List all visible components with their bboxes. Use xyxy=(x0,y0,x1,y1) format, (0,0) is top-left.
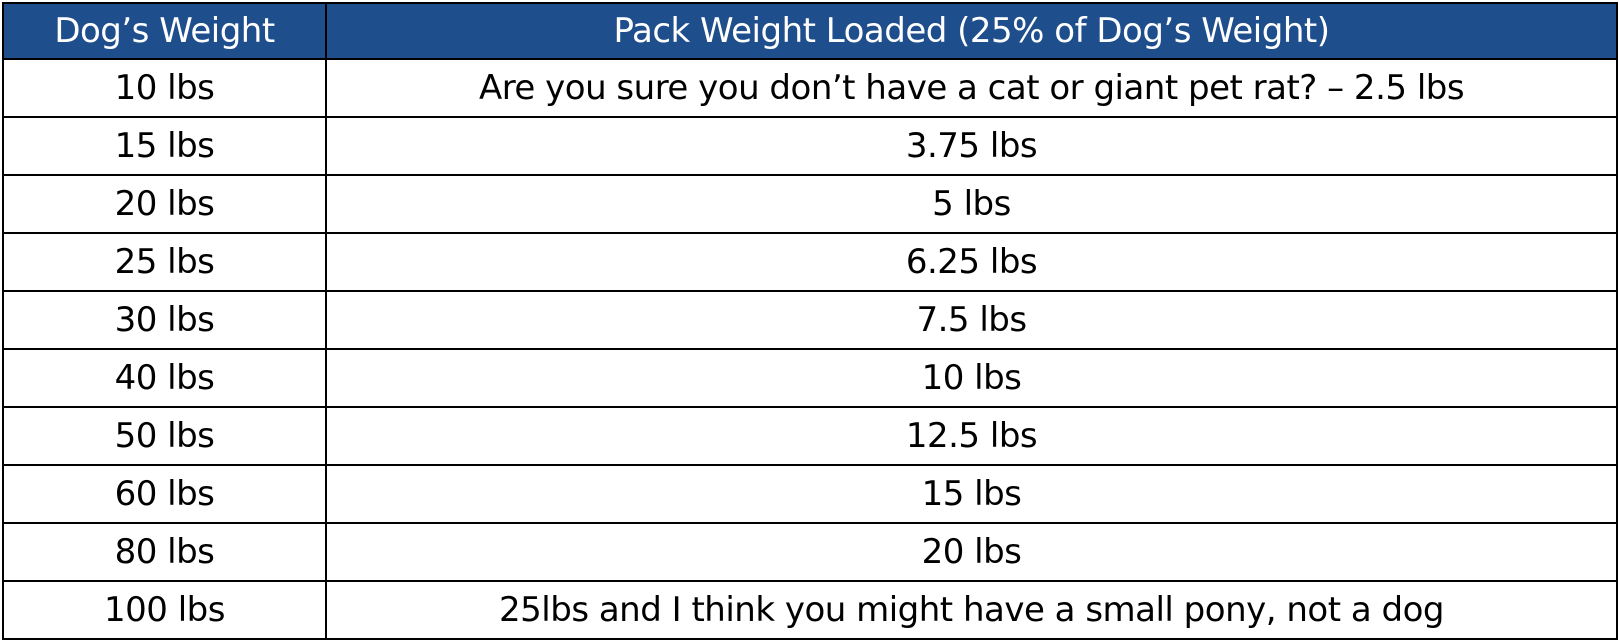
pack-weight-cell: 3.75 lbs xyxy=(325,116,1618,176)
table-header: Dog’s Weight Pack Weight Loaded (25% of … xyxy=(2,2,1618,60)
table-row: 25 lbs 6.25 lbs xyxy=(2,232,1618,292)
header-dog-weight: Dog’s Weight xyxy=(2,2,327,60)
dog-weight-cell: 80 lbs xyxy=(2,522,327,582)
pack-weight-cell: 12.5 lbs xyxy=(325,406,1618,466)
dog-weight-cell: 10 lbs xyxy=(2,58,327,118)
header-pack-weight: Pack Weight Loaded (25% of Dog’s Weight) xyxy=(325,2,1618,60)
table-row: 60 lbs 15 lbs xyxy=(2,464,1618,524)
dog-weight-cell: 40 lbs xyxy=(2,348,327,408)
table-row: 20 lbs 5 lbs xyxy=(2,174,1618,234)
table-row: 80 lbs 20 lbs xyxy=(2,522,1618,582)
pack-weight-cell: 10 lbs xyxy=(325,348,1618,408)
table-row: 40 lbs 10 lbs xyxy=(2,348,1618,408)
table-row: 100 lbs 25lbs and I think you might have… xyxy=(2,580,1618,640)
dog-weight-cell: 20 lbs xyxy=(2,174,327,234)
table-row: 10 lbs Are you sure you don’t have a cat… xyxy=(2,58,1618,118)
dog-weight-cell: 50 lbs xyxy=(2,406,327,466)
dog-weight-cell: 100 lbs xyxy=(2,580,327,640)
dog-weight-cell: 15 lbs xyxy=(2,116,327,176)
table-row: 30 lbs 7.5 lbs xyxy=(2,290,1618,350)
pack-weight-cell: Are you sure you don’t have a cat or gia… xyxy=(325,58,1618,118)
table-row: 15 lbs 3.75 lbs xyxy=(2,116,1618,176)
dog-weight-cell: 60 lbs xyxy=(2,464,327,524)
pack-weight-cell: 20 lbs xyxy=(325,522,1618,582)
pack-weight-cell: 6.25 lbs xyxy=(325,232,1618,292)
dog-weight-cell: 25 lbs xyxy=(2,232,327,292)
table-body: 10 lbs Are you sure you don’t have a cat… xyxy=(2,58,1618,640)
pack-weight-cell: 5 lbs xyxy=(325,174,1618,234)
pack-weight-cell: 25lbs and I think you might have a small… xyxy=(325,580,1618,640)
pack-weight-cell: 7.5 lbs xyxy=(325,290,1618,350)
header-row: Dog’s Weight Pack Weight Loaded (25% of … xyxy=(2,2,1618,60)
dog-weight-cell: 30 lbs xyxy=(2,290,327,350)
pack-weight-cell: 15 lbs xyxy=(325,464,1618,524)
table-row: 50 lbs 12.5 lbs xyxy=(2,406,1618,466)
